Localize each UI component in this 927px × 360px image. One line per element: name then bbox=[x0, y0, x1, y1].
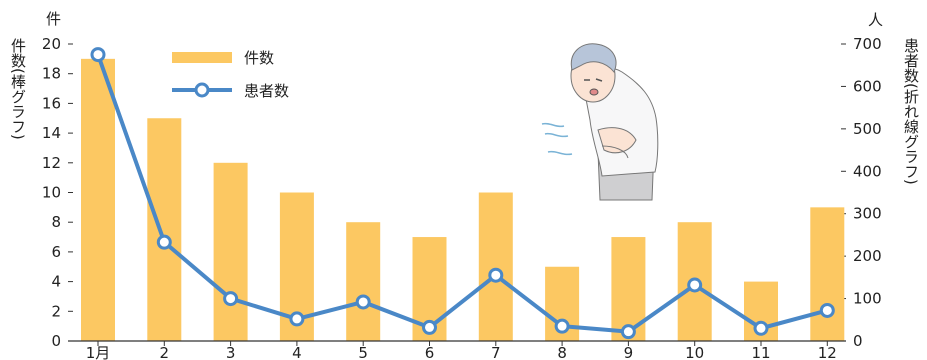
right-axis-tick-label: 600 bbox=[853, 77, 882, 95]
left-axis-ticks: 0 2 4 6 8 10 12 14 16 18 20 bbox=[42, 35, 73, 350]
x-axis-tick-label: 4 bbox=[292, 344, 302, 360]
left-axis-tick-label: 2 bbox=[51, 302, 61, 320]
x-axis-tick-label: 3 bbox=[226, 344, 236, 360]
x-axis-tick-label: 1月 bbox=[86, 344, 111, 360]
bar-3 bbox=[213, 162, 248, 341]
bar-series bbox=[81, 58, 845, 341]
right-axis-tick-label: 400 bbox=[853, 162, 882, 180]
right-axis-tick-label: 700 bbox=[853, 35, 882, 53]
bar-1 bbox=[81, 58, 115, 341]
legend: 件数 患者数 bbox=[172, 49, 289, 100]
line-point-1 bbox=[90, 47, 106, 63]
right-axis-unit: 人 bbox=[868, 11, 883, 29]
x-axis-tick-label: 5 bbox=[358, 344, 368, 360]
left-axis-tick-label: 14 bbox=[42, 124, 61, 142]
legend-line-marker bbox=[194, 82, 210, 98]
line-point-6 bbox=[422, 319, 437, 335]
bar-7 bbox=[478, 192, 513, 341]
line-point-7 bbox=[488, 267, 504, 283]
legend-bar-swatch bbox=[172, 52, 232, 63]
line-path bbox=[96, 53, 828, 334]
x-axis-tick-label: 8 bbox=[557, 344, 567, 360]
right-axis-tick-label: 0 bbox=[853, 332, 863, 350]
left-axis-tick-label: 10 bbox=[42, 184, 61, 202]
legend-bar-label: 件数 bbox=[244, 49, 274, 67]
left-axis-tick-label: 6 bbox=[51, 243, 61, 261]
x-axis-tick-label: 2 bbox=[160, 344, 170, 360]
line-point-3 bbox=[223, 291, 239, 307]
left-axis-tick-label: 16 bbox=[42, 94, 61, 112]
bar-2 bbox=[147, 118, 182, 341]
left-axis-label: 件数(棒グラフ) bbox=[9, 38, 27, 140]
line-point-8 bbox=[554, 318, 570, 334]
left-axis-tick-label: 4 bbox=[51, 273, 61, 291]
left-axis-tick-label: 8 bbox=[51, 213, 61, 231]
line-point-12 bbox=[819, 302, 835, 318]
bar-5 bbox=[346, 222, 381, 341]
legend-line-label: 患者数 bbox=[244, 82, 289, 100]
bar-12 bbox=[810, 207, 845, 341]
line-point-10 bbox=[687, 277, 703, 293]
left-axis-tick-label: 12 bbox=[42, 154, 61, 172]
right-axis-ticks: 0 100 200 300 400 500 600 700 bbox=[841, 35, 882, 350]
left-axis-tick-label: 0 bbox=[51, 332, 61, 350]
right-axis-label: 患者数(折れ線グラフ) bbox=[902, 38, 920, 185]
left-axis-tick-label: 20 bbox=[42, 35, 61, 53]
line-point-4 bbox=[289, 311, 305, 327]
line-point-5 bbox=[355, 294, 371, 310]
right-axis-tick-label: 200 bbox=[853, 247, 882, 265]
x-axis-tick-label: 9 bbox=[624, 344, 634, 360]
left-axis-unit: 件 bbox=[46, 10, 61, 28]
line-point-11 bbox=[753, 320, 769, 336]
x-axis-ticks: 1月 2 3 4 5 6 7 8 9 10 11 12 bbox=[86, 341, 837, 360]
right-axis-tick-label: 300 bbox=[853, 205, 882, 223]
line-point-9 bbox=[620, 324, 636, 340]
x-axis-tick-label: 6 bbox=[425, 344, 435, 360]
left-axis-tick-label: 18 bbox=[42, 65, 61, 83]
right-axis-tick-label: 500 bbox=[853, 120, 882, 138]
right-axis-tick-label: 100 bbox=[853, 290, 882, 308]
x-axis-tick-label: 12 bbox=[818, 344, 837, 360]
x-axis-tick-label: 11 bbox=[751, 344, 770, 360]
x-axis-tick-label: 7 bbox=[491, 344, 501, 360]
line-point-2 bbox=[156, 234, 172, 250]
sick-person-illustration bbox=[541, 43, 659, 201]
x-axis-tick-label: 10 bbox=[685, 344, 704, 360]
line-series bbox=[90, 47, 835, 340]
